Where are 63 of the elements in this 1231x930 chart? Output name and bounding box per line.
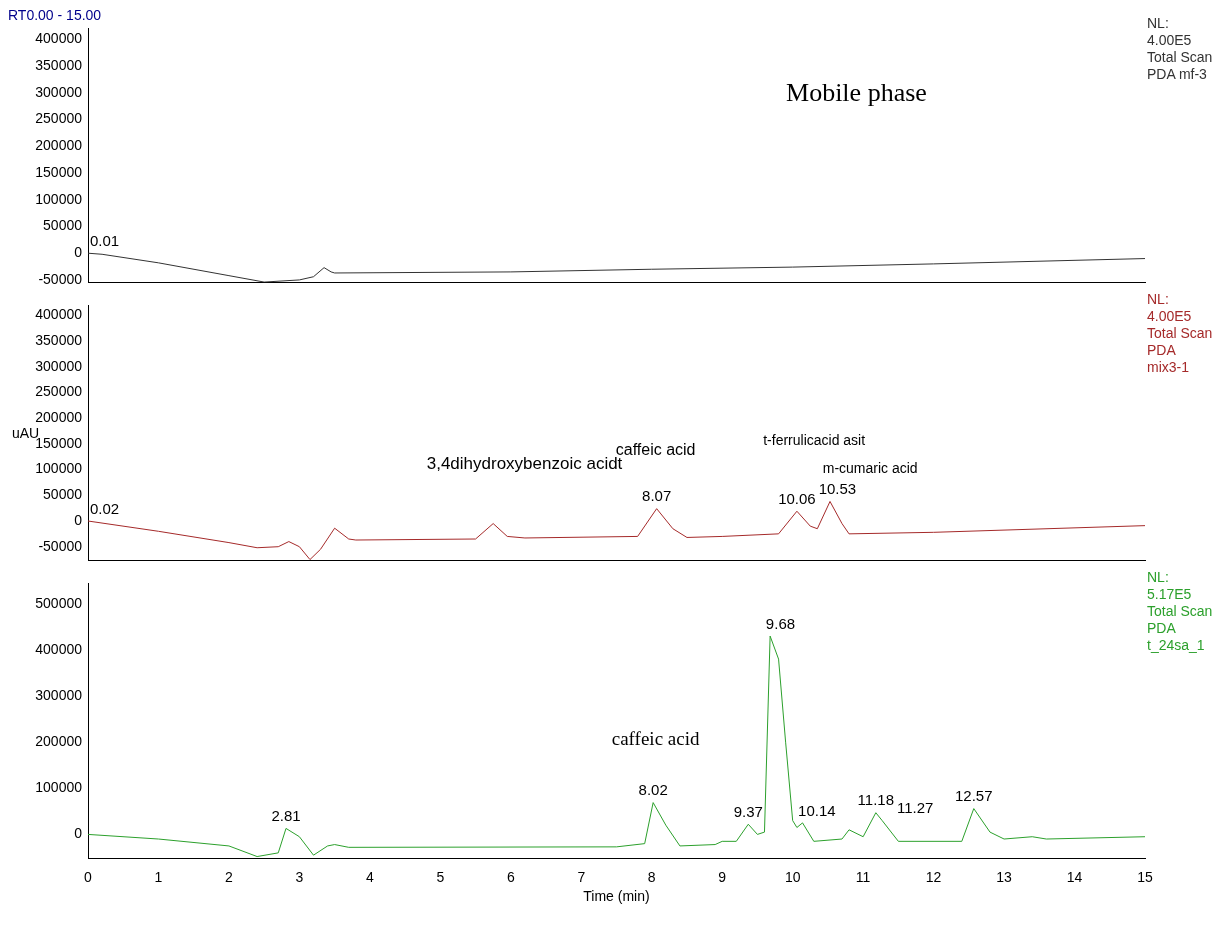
y-tick-label: 50000 <box>43 486 83 503</box>
x-tick-label: 6 <box>506 868 515 885</box>
x-tick-label: 9 <box>718 868 727 885</box>
x-tick-label: 13 <box>996 868 1013 885</box>
annotation: 8.02 <box>638 781 668 799</box>
x-axis-title: Time (min) <box>583 888 650 905</box>
x-tick-label: 8 <box>647 868 656 885</box>
y-tick-label: 350000 <box>35 57 83 74</box>
x-tick-label: 7 <box>577 868 586 885</box>
text: NL: 4.00E5 Total Scan PDA mf-3 <box>1147 14 1213 82</box>
x-tick-label: 1 <box>154 868 163 885</box>
y-tick-label: 0 <box>74 244 83 261</box>
annotation: 12.57 <box>955 787 993 805</box>
text: NL: 5.17E5 Total Scan PDA t_24sa_1 <box>1147 568 1213 653</box>
annotation: 11.18 <box>857 791 895 809</box>
y-tick-label: 350000 <box>35 331 83 348</box>
y-tick-label: 200000 <box>35 409 83 425</box>
annotation: 10.06 <box>778 489 816 507</box>
annotation: 2.81 <box>271 807 301 825</box>
y-tick-label: 200000 <box>35 137 83 154</box>
y-tick-label: 150000 <box>35 163 83 180</box>
chart-title: RT0.00 - 15.00 <box>8 7 102 24</box>
annotation: caffeic acid <box>611 727 700 749</box>
x-tick-label: 2 <box>225 868 234 885</box>
y-tick-label: 250000 <box>35 383 83 400</box>
y-tick-label: -50000 <box>38 537 83 554</box>
annotation: 8.07 <box>642 487 672 505</box>
y-tick-label: 300000 <box>35 83 83 100</box>
y-tick-label: 100000 <box>35 190 83 207</box>
annotation: 9.37 <box>733 802 763 820</box>
y-tick-label: 100000 <box>35 779 83 796</box>
annotation: t-ferrulicacid asit <box>763 432 866 448</box>
annotation: caffeic acid <box>615 440 696 458</box>
y-tick-label: 200000 <box>35 733 83 750</box>
x-tick-label: 12 <box>925 868 942 885</box>
annotation: 0.01 <box>90 231 120 249</box>
y-tick-label: -50000 <box>38 270 83 287</box>
y-tick-label: 400000 <box>35 30 83 47</box>
x-tick-label: 11 <box>855 868 871 885</box>
y-tick-label: 50000 <box>43 217 83 234</box>
text: NL: 4.00E5 Total Scan PDA mix3-1 <box>1147 290 1213 375</box>
x-tick-label: 10 <box>784 868 801 885</box>
annotation: Mobile phase <box>786 78 927 108</box>
y-tick-label: 300000 <box>35 357 83 374</box>
annotation: 11.27 <box>897 799 934 817</box>
y-tick-label: 0 <box>74 511 83 528</box>
annotation: 10.53 <box>818 480 857 498</box>
y-tick-label: 300000 <box>35 686 83 703</box>
annotation: 0.02 <box>90 499 120 517</box>
annotation: m-cumaric acid <box>822 460 918 477</box>
x-tick-label: 15 <box>1137 868 1153 885</box>
y-tick-label: 0 <box>74 825 83 842</box>
x-tick-label: 5 <box>436 868 445 885</box>
y-tick-label: 400000 <box>35 640 83 657</box>
y-tick-label: 100000 <box>35 460 83 477</box>
x-tick-label: 14 <box>1066 868 1083 885</box>
annotation: 10.14 <box>798 801 836 819</box>
annotation: 9.68 <box>765 614 796 632</box>
x-tick-label: 4 <box>365 868 374 885</box>
y-tick-label: 500000 <box>35 594 83 611</box>
x-tick-label: 3 <box>295 868 304 885</box>
y-tick-label: 400000 <box>35 306 83 323</box>
y-tick-label: 250000 <box>35 110 83 127</box>
